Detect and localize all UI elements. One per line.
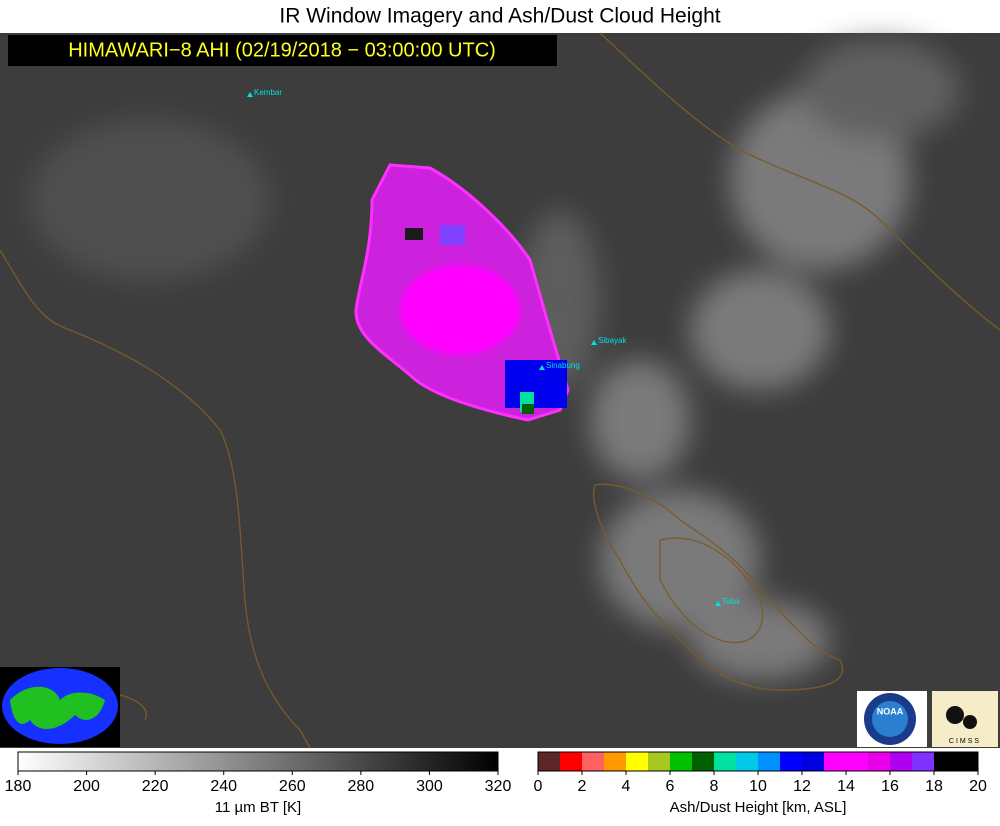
- colorbar-segment: [868, 752, 890, 771]
- colorbar-segment: [890, 752, 912, 771]
- tick-label: 2: [578, 778, 587, 795]
- title: IR Window Imagery and Ash/Dust Cloud Hei…: [279, 5, 720, 28]
- subtitle-box: [8, 35, 557, 66]
- tick-label: 200: [73, 778, 100, 795]
- place-label: Sibayak: [598, 336, 627, 345]
- colorbar-segment: [714, 752, 736, 771]
- colorbar-segment: [956, 752, 978, 771]
- logo-text: CIMSS: [949, 738, 981, 745]
- colorbar-label: Ash/Dust Height [km, ASL]: [670, 799, 847, 816]
- colorbar-segment: [758, 752, 780, 771]
- tick-label: 8: [710, 778, 719, 795]
- tick-label: 12: [793, 778, 811, 795]
- logo-text: NOAA: [877, 706, 904, 716]
- place-markers: Kembar Sibayak Sinabung Toba: [247, 88, 740, 606]
- noaa-logo: NOAA: [857, 691, 927, 747]
- colorbar-segment: [560, 752, 582, 771]
- colorbar-label: 11 µm BT [K]: [215, 799, 301, 816]
- place-label: Sinabung: [546, 361, 580, 370]
- colorbar-segment: [604, 752, 626, 771]
- colorbar-segment: [692, 752, 714, 771]
- colorbar: [18, 752, 498, 771]
- colorbar-segment: [538, 752, 560, 771]
- tick-label: 320: [485, 778, 512, 795]
- colorbar-segment: [626, 752, 648, 771]
- tick-label: 180: [5, 778, 32, 795]
- tick-label: 18: [925, 778, 943, 795]
- tick-label: 0: [534, 778, 543, 795]
- tick-label: 10: [749, 778, 767, 795]
- subtitle: HIMAWARI−8 AHI (02/19/2018 − 03:00:00 UT…: [68, 39, 496, 61]
- tick-label: 14: [837, 778, 855, 795]
- colorbar-segment: [648, 752, 670, 771]
- colorbar-segment: [802, 752, 824, 771]
- tick-label: 16: [881, 778, 899, 795]
- tick-label: 260: [279, 778, 306, 795]
- cimss-logo: CIMSS: [932, 691, 998, 747]
- coastline: [0, 32, 1000, 749]
- colorbar-segment: [670, 752, 692, 771]
- tick-label: 280: [348, 778, 375, 795]
- colorbar-segment: [736, 752, 758, 771]
- tick-label: 240: [210, 778, 237, 795]
- colorbar-segment: [582, 752, 604, 771]
- colorbar-segment: [846, 752, 868, 771]
- colorbar-segment: [824, 752, 846, 771]
- place-label: Kembar: [254, 88, 282, 97]
- colorbar-segment: [780, 752, 802, 771]
- tick-label: 220: [142, 778, 169, 795]
- tick-label: 300: [416, 778, 443, 795]
- colorbar-segment: [934, 752, 956, 771]
- tick-label: 6: [666, 778, 675, 795]
- tick-label: 4: [622, 778, 631, 795]
- colorbar-frame: [17, 751, 499, 772]
- colorbar-segment: [912, 752, 934, 771]
- globe-inset: [0, 667, 120, 747]
- tick-label: 20: [969, 778, 987, 795]
- place-label: Toba: [722, 597, 740, 606]
- ash-cloud: [354, 163, 570, 422]
